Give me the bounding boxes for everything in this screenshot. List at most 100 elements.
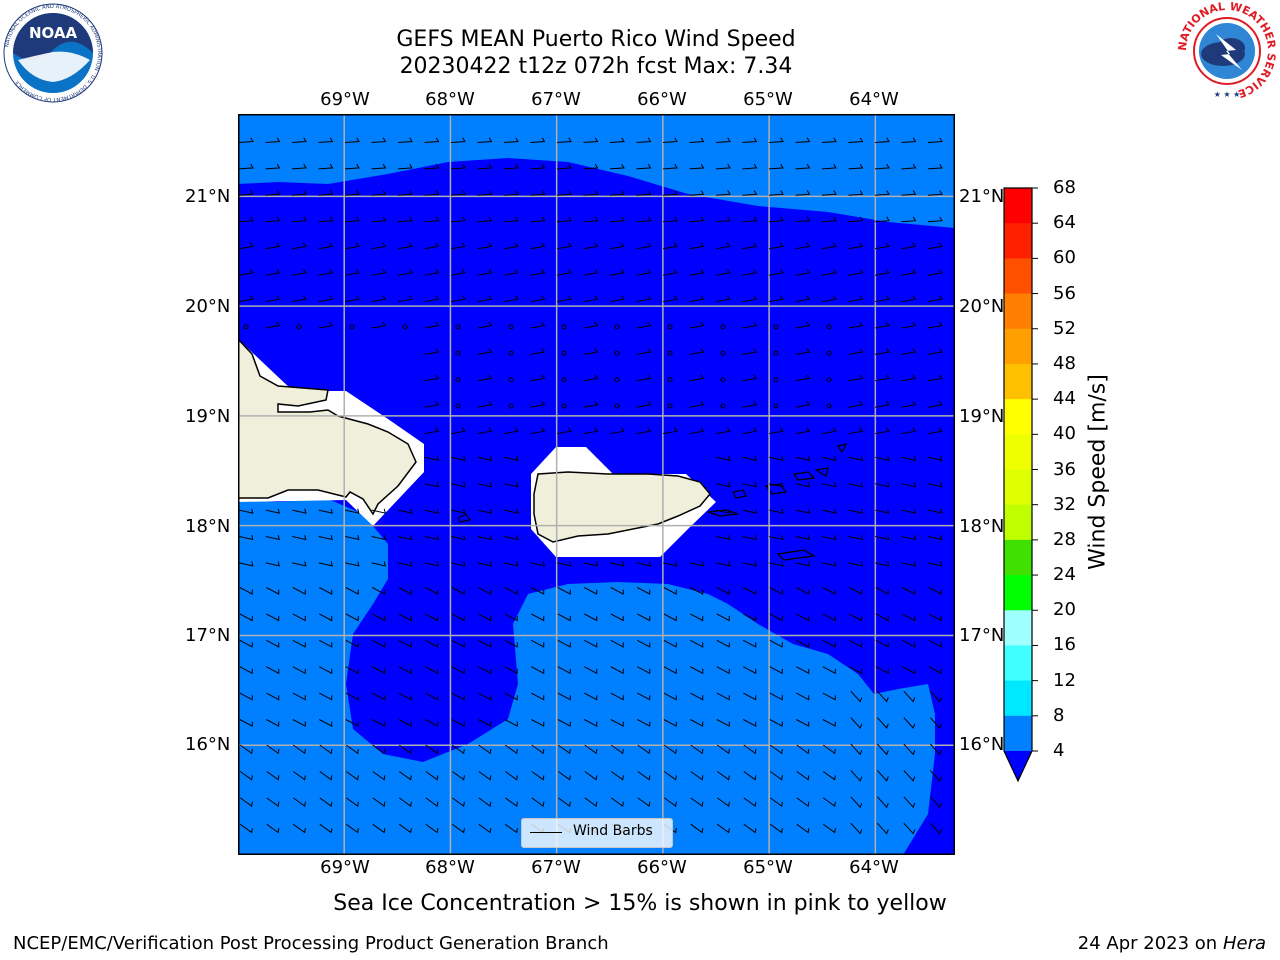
wind-barb (742, 321, 758, 329)
colorbar-under-triangle (1004, 751, 1032, 781)
wind-calm-circle (720, 403, 726, 409)
wind-barb (265, 242, 281, 250)
wind-barb (849, 639, 863, 648)
wind-barb (478, 744, 492, 755)
wind-barb (266, 692, 280, 701)
wind-barb (742, 242, 758, 250)
wind-barb (398, 666, 412, 675)
wind-barb (345, 666, 359, 675)
wind-barb (584, 797, 598, 807)
wind-barb (690, 692, 704, 701)
wind-barb (239, 295, 254, 303)
wind-barb (876, 717, 889, 729)
wind-barb (901, 427, 917, 435)
wind-barb (901, 374, 917, 382)
wind-barb (742, 508, 757, 514)
wind-barb (583, 295, 599, 303)
wind-barb (875, 427, 890, 435)
wind-barb (901, 455, 916, 461)
wind-barb (240, 797, 253, 807)
wind-barb (769, 719, 783, 727)
mona-island (457, 513, 471, 523)
wind-barb (504, 666, 518, 675)
wind-barb (770, 771, 783, 781)
wind-barb (664, 744, 677, 755)
wind-barb (796, 823, 810, 834)
wind-barb (583, 216, 599, 223)
wind-barb (240, 771, 253, 781)
wind-barb (398, 534, 413, 541)
wind-barb (583, 561, 598, 567)
wind-barb (742, 427, 758, 435)
wind-barb (663, 242, 678, 250)
wind-barb (637, 666, 651, 675)
wind-barb (689, 561, 704, 567)
wind-barb (557, 561, 572, 567)
wind-barb (875, 561, 890, 567)
wind-barb (504, 719, 518, 727)
wind-barb (636, 242, 652, 250)
wind-barb (398, 692, 412, 701)
wind-barb (557, 427, 572, 435)
wind-barb (901, 321, 917, 329)
wind-calm-circle (773, 403, 779, 409)
wind-barb (372, 587, 386, 595)
wind-barb (850, 822, 863, 835)
wind-barb (504, 295, 519, 303)
wind-barb (715, 190, 731, 196)
wind-calm-circle (614, 324, 620, 330)
wind-barb (424, 242, 440, 250)
wind-barb (743, 692, 757, 701)
wind-barb (637, 744, 651, 755)
wind-barb (318, 242, 334, 250)
wind-barb (822, 587, 836, 595)
wind-barb (503, 190, 519, 196)
wind-barb (609, 190, 625, 196)
wind-barb (319, 823, 333, 834)
wind-barb (901, 295, 917, 303)
wind-barb (875, 587, 889, 595)
wind-barb (795, 163, 811, 170)
wind-barb (318, 534, 333, 541)
wind-barb (928, 321, 943, 329)
wind-barb (716, 455, 731, 461)
lon-label-top-69w: 69°W (320, 89, 370, 110)
wind-barb (689, 216, 705, 223)
wind-barb (848, 190, 864, 196)
wind-barb (584, 639, 598, 648)
legend-label: Wind Barbs (573, 823, 653, 839)
wind-barb (796, 692, 810, 701)
wind-barb (689, 190, 705, 196)
wind-barb (689, 427, 705, 435)
legend-line-sample (530, 832, 562, 833)
wind-barb (477, 561, 492, 567)
wind-barb (425, 666, 439, 675)
wind-barb (583, 374, 599, 382)
wind-barb (265, 534, 280, 541)
wind-barb (531, 666, 545, 675)
wind-calm-circle (826, 377, 832, 383)
wind-barb (531, 613, 545, 622)
wind-barb (424, 216, 440, 223)
wind-barb (293, 744, 306, 755)
wind-barb (822, 639, 836, 648)
credit-branch: NCEP/EMC/Verification Post Processing Pr… (13, 933, 609, 954)
wind-barb (531, 692, 545, 701)
wind-barb (319, 692, 333, 701)
wind-barb (239, 587, 253, 595)
wind-barb (292, 587, 306, 595)
wind-calm-circle (826, 324, 832, 330)
wind-barb (451, 587, 465, 595)
wind-barb (451, 692, 465, 701)
wind-barb (848, 321, 864, 329)
wind-barb (478, 823, 492, 834)
wind-barb (822, 508, 837, 514)
colorbar-outline (1003, 187, 1033, 783)
wind-calm-circle (720, 324, 726, 330)
wind-barb (848, 455, 863, 461)
wind-barb (318, 295, 334, 303)
colorbar-tick-label: 36 (1053, 458, 1076, 480)
wind-barb (742, 295, 758, 303)
wind-barb (689, 348, 705, 355)
wind-barb (795, 348, 811, 355)
